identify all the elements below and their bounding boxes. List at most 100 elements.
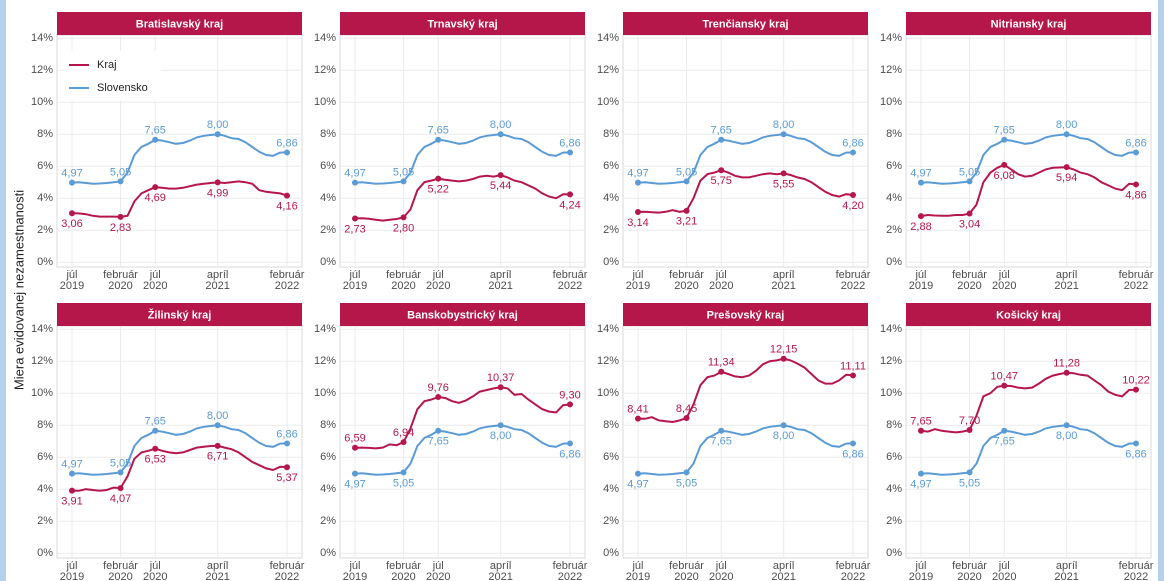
data-point (1001, 427, 1008, 434)
strip (340, 12, 585, 35)
data-point (780, 131, 787, 138)
data-label: 10,22 (1122, 375, 1150, 387)
y-tick-label: 8% (886, 419, 902, 431)
data-point (635, 208, 641, 215)
data-point (284, 440, 290, 447)
data-label: 4,97 (910, 168, 931, 180)
x-tick-label: apríl 2021 (1054, 560, 1079, 581)
x-tick-label: júl 2020 (991, 560, 1017, 581)
data-label: 6,59 (344, 433, 365, 445)
data-label: 2,83 (110, 222, 131, 234)
data-label: 12,15 (770, 344, 798, 356)
data-point (635, 179, 641, 186)
data-label: 6,86 (276, 137, 297, 149)
data-point (918, 427, 924, 434)
x-tick-label: február 2022 (269, 269, 305, 292)
data-point (1001, 161, 1008, 168)
data-point (683, 207, 690, 214)
y-tick-label: 14% (31, 32, 53, 44)
data-label: 8,00 (1056, 119, 1077, 131)
data-point (352, 179, 358, 186)
panel-background (905, 325, 1152, 559)
y-tick-label: 10% (314, 387, 336, 399)
y-tick-label: 10% (597, 387, 619, 399)
panel-background (905, 34, 1152, 268)
y-tick-label: 14% (597, 32, 619, 44)
series-line (637, 133, 854, 185)
panel-background (622, 34, 869, 268)
data-point (497, 131, 504, 138)
data-label: 2,88 (910, 221, 931, 233)
series-line (920, 163, 1137, 218)
x-tick-label: apríl 2021 (205, 560, 230, 581)
y-tick-label: 0% (603, 256, 619, 268)
data-label: 4,20 (842, 200, 863, 212)
x-tick-label: júl 2020 (142, 560, 168, 581)
data-point (918, 213, 924, 220)
y-tick-label: 4% (603, 192, 619, 204)
data-label: 4,97 (627, 479, 648, 491)
data-point (284, 192, 290, 199)
y-tick-label: 2% (320, 224, 336, 236)
data-label: 8,00 (207, 410, 228, 422)
legend-label: Slovensko (97, 82, 148, 94)
y-tick-label: 6% (37, 160, 53, 172)
data-label: 6,86 (559, 137, 580, 149)
x-tick-label: júl 2020 (708, 269, 734, 292)
data-point (683, 178, 690, 185)
data-label: 7,65 (994, 436, 1015, 448)
data-label: 6,08 (994, 170, 1015, 182)
panel-title: Banskobystrický kraj (407, 309, 518, 321)
data-point (1133, 149, 1139, 156)
data-label: 3,04 (959, 218, 980, 230)
y-tick-label: 2% (320, 515, 336, 527)
data-point (435, 427, 442, 434)
data-label: 5,44 (490, 180, 511, 192)
data-point (69, 179, 75, 186)
x-tick-label: február 2020 (386, 560, 421, 581)
data-point (152, 445, 159, 452)
x-tick-label: apríl 2021 (205, 269, 230, 292)
x-tick-label: február 2022 (552, 269, 588, 292)
data-point (497, 422, 504, 429)
strip (57, 303, 302, 326)
data-label: 4,69 (145, 192, 166, 204)
y-tick-label: 8% (37, 419, 53, 431)
data-label: 2,73 (344, 223, 365, 235)
x-tick-label: február 2022 (1118, 269, 1154, 292)
series-line (71, 444, 288, 492)
data-point (352, 470, 358, 477)
data-point (435, 136, 442, 143)
data-point (567, 149, 573, 156)
data-label: 8,45 (676, 403, 697, 415)
panel-background (622, 325, 869, 559)
data-point (497, 172, 504, 179)
y-tick-label: 2% (37, 515, 53, 527)
data-point (1001, 382, 1008, 389)
legend-label: Kraj (97, 59, 117, 71)
data-label: 5,05 (676, 166, 697, 178)
data-label: 9,76 (428, 382, 449, 394)
data-point (635, 470, 641, 477)
data-label: 5,05 (110, 166, 131, 178)
y-tick-label: 0% (886, 256, 902, 268)
data-point (918, 470, 924, 477)
data-label: 3,21 (676, 216, 697, 228)
x-tick-label: február 2022 (835, 560, 871, 581)
data-point (850, 440, 856, 447)
y-axis-label: Miera evidovanej nezamestnanosti (11, 190, 26, 390)
x-tick-label: február 2020 (669, 269, 704, 292)
y-tick-label: 4% (320, 192, 336, 204)
data-point (966, 427, 973, 433)
x-tick-label: júl 2019 (59, 269, 85, 292)
data-label: 4,97 (344, 479, 365, 491)
data-point (683, 469, 690, 476)
y-tick-label: 10% (314, 96, 336, 108)
y-tick-label: 14% (880, 323, 902, 335)
data-label: 6,86 (559, 448, 580, 460)
data-point (966, 210, 973, 217)
data-label: 4,97 (344, 168, 365, 180)
data-label: 3,91 (61, 496, 82, 508)
x-tick-label: júl 2020 (991, 269, 1017, 292)
data-point (69, 210, 75, 217)
